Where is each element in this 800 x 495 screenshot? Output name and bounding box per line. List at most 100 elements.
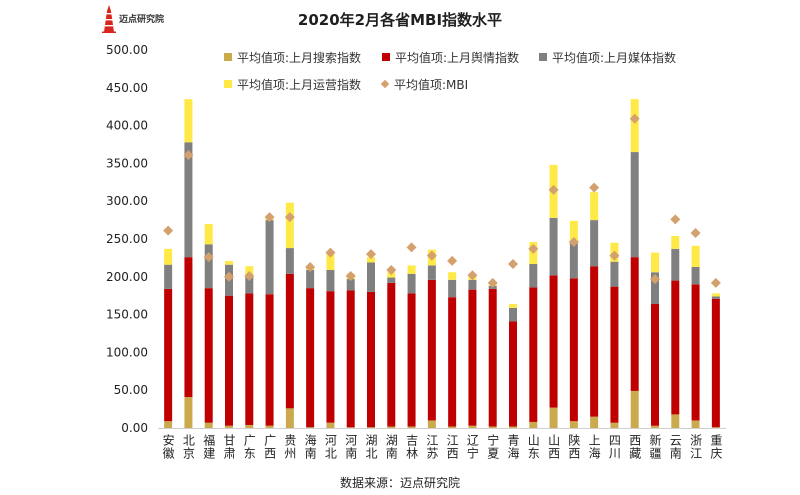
operation-index-bar-1 [164,248,173,265]
x-tick-label: 北京 [181,434,196,460]
operation-index-bar-25 [651,252,659,273]
mbi-marker-24 [629,113,640,124]
search-index-bar-21 [569,421,578,428]
mbi-marker-4 [224,271,234,282]
media-index-bar-28 [711,296,720,299]
opinion-index-bar-9 [326,291,335,423]
x-tick-label: 山东 [526,434,541,460]
search-index-bar-18 [509,426,517,428]
operation-index-bar-27 [691,245,700,267]
mbi-marker-12 [386,265,397,275]
search-index-bar-22 [590,416,599,428]
x-tick-label: 新疆 [648,434,662,460]
legend-label-mbi: 平均值项:MBI [394,77,469,92]
legend-label-opinion-index: 平均值项:上月舆情指数 [395,50,520,65]
mbi-marker-13 [406,242,417,253]
search-index-bar-16 [468,425,477,428]
search-index-bar-5 [245,424,254,428]
mbi-marker-18 [508,258,518,269]
legend-item-media-index: 平均值项:上月媒体指数 [539,50,677,65]
media-index-bar-22 [590,220,599,267]
legend-item-search-index: 平均值项:上月搜索指数 [224,50,362,65]
y-tick-label: 450.00 [106,81,148,95]
x-tick-label: 安徽 [161,434,176,460]
opinion-index-bar-17 [488,288,497,427]
opinion-index-bar-15 [448,297,457,427]
media-index-bar-23 [610,261,619,287]
operation-index-bar-21 [569,220,578,243]
legend-swatch-opinion-index [382,53,390,61]
opinion-index-bar-12 [387,282,396,427]
x-tick-label: 西藏 [627,434,642,460]
search-index-bar-10 [346,427,355,428]
mbi-marker-15 [447,255,458,266]
operation-index-bar-28 [711,293,720,297]
mbi-marker-5 [244,271,255,282]
media-index-bar-8 [306,270,315,289]
y-tick-label: 0.00 [121,421,148,435]
x-tick-label: 陕西 [566,434,581,460]
legend-item-operation-index: 平均值项:上月运营指数 [224,77,362,92]
mbi-marker-1 [163,225,174,236]
y-tick-label: 300.00 [106,194,148,208]
mbi-marker-14 [426,250,437,261]
legend-label-media-index: 平均值项:上月媒体指数 [552,50,677,65]
y-tick-label: 50.00 [114,383,148,397]
opinion-index-bar-1 [164,288,173,422]
y-tick-label: 200.00 [106,270,148,284]
x-tick-label: 江西 [445,434,460,460]
x-axis-labels: 安徽 北京 福建 甘肃 广东 广西 贵州 海南 河北 河南 湖北 湖南 吉林 江苏 江西 辽宁 宁夏 青海 山东 山西… [0,434,800,464]
legend-label-search-index: 平均值项:上月搜索指数 [237,50,362,65]
mbi-marker-27 [690,227,701,238]
operation-index-bar-2 [184,99,193,143]
media-index-bar-12 [387,277,396,283]
mbi-marker-7 [284,212,295,223]
opinion-index-bar-26 [671,280,680,415]
opinion-index-bar-11 [367,291,375,428]
media-index-bar-19 [529,263,538,288]
x-tick-label: 浙江 [688,434,703,460]
mbi-marker-8 [305,261,316,272]
media-index-bar-10 [346,279,355,291]
x-tick-label: 广东 [242,434,257,460]
search-index-bar-2 [184,397,193,428]
legend-diamond-mbi-icon [380,79,390,89]
operation-index-bar-3 [204,223,213,245]
media-index-bar-5 [245,275,254,294]
tower-logo-icon [102,5,116,33]
y-tick-label: 350.00 [106,156,148,170]
x-tick-label: 辽宁 [465,434,480,460]
x-tick-label: 甘肃 [222,434,236,460]
x-tick-label: 贵州 [282,434,297,460]
legend-swatch-search-index [224,53,232,61]
mbi-marker-23 [609,250,620,261]
opinion-index-bar-10 [346,290,355,428]
operation-index-bar-18 [509,304,517,308]
mbi-marker-9 [325,247,336,258]
operation-index-bar-26 [671,235,680,249]
x-tick-label: 云南 [668,434,683,460]
mbi-marker-16 [467,270,478,281]
operation-index-bar-24 [630,99,639,153]
operation-index-bar-7 [285,202,294,249]
search-index-bar-26 [671,414,680,428]
x-tick-label: 宁夏 [485,434,500,460]
opinion-index-bar-16 [468,289,477,426]
media-index-bar-16 [468,279,477,290]
search-index-bar-6 [265,425,274,428]
mbi-marker-20 [548,184,559,195]
legend-label-operation-index: 平均值项:上月运营指数 [237,77,362,92]
opinion-index-bar-19 [529,287,538,422]
opinion-index-bar-13 [407,293,416,427]
x-tick-label: 广西 [262,434,277,460]
media-index-bar-7 [285,248,294,274]
legend-item-mbi: 平均值项:MBI [380,77,469,92]
media-index-bar-18 [509,307,517,322]
media-index-bar-24 [630,152,639,258]
search-index-bar-4 [225,425,233,428]
y-tick-label: 100.00 [106,345,148,359]
x-tick-label: 湖北 [364,434,378,460]
media-index-bar-9 [326,270,335,292]
x-tick-label: 海南 [303,434,318,460]
